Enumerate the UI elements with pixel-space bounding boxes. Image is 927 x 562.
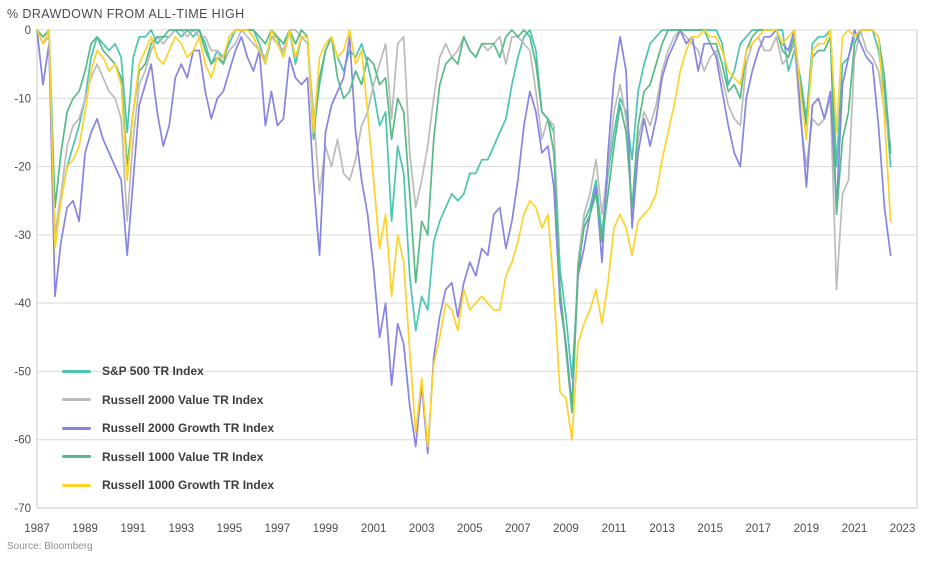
x-axis-tick-label: 2015 bbox=[697, 523, 723, 535]
x-axis-tick-label: 1993 bbox=[168, 523, 194, 535]
x-axis-tick-label: 1999 bbox=[313, 523, 339, 535]
series-line bbox=[36, 29, 892, 455]
y-axis-tick-label: -20 bbox=[14, 162, 31, 174]
series-line bbox=[36, 29, 892, 448]
x-axis-tick-label: 2021 bbox=[842, 523, 868, 535]
y-axis-tick-label: -50 bbox=[14, 366, 31, 378]
legend-swatch-line bbox=[62, 483, 91, 487]
chart-legend: S&P 500 TR Index Russell 2000 Value TR In… bbox=[62, 357, 274, 500]
legend-item-label: S&P 500 TR Index bbox=[102, 364, 204, 379]
legend-item: Russell 1000 Value TR Index bbox=[62, 443, 274, 472]
chart-title: % DRAWDOWN FROM ALL-TIME HIGH bbox=[7, 7, 245, 21]
series-line bbox=[36, 29, 892, 414]
legend-swatch-line bbox=[62, 426, 91, 430]
y-axis-tick-label: -40 bbox=[14, 298, 31, 310]
legend-item: Russell 2000 Value TR Index bbox=[62, 386, 274, 415]
legend-swatch-line bbox=[62, 369, 91, 373]
y-axis-tick-label: -70 bbox=[14, 503, 31, 515]
legend-item-label: Russell 1000 Growth TR Index bbox=[102, 478, 275, 493]
legend-item-label: Russell 2000 Growth TR Index bbox=[102, 421, 275, 436]
y-axis-tick-label: -30 bbox=[14, 230, 31, 242]
legend-item-label: Russell 2000 Value TR Index bbox=[102, 392, 264, 407]
y-axis-tick-label: -10 bbox=[14, 93, 31, 105]
x-axis-tick-label: 1995 bbox=[217, 523, 243, 535]
legend-swatch-line bbox=[62, 398, 91, 402]
series-line bbox=[36, 29, 892, 414]
x-axis-tick-label: 1997 bbox=[265, 523, 291, 535]
x-axis-tick-label: 2003 bbox=[409, 523, 435, 535]
x-axis-tick-label: 2009 bbox=[553, 523, 579, 535]
source-note: Source: Bloomberg bbox=[7, 541, 93, 552]
x-axis-tick-label: 2007 bbox=[505, 523, 531, 535]
x-axis-tick-label: 2023 bbox=[890, 523, 916, 535]
x-axis-tick-label: 2011 bbox=[602, 523, 627, 535]
x-axis-tick-label: 1989 bbox=[72, 523, 98, 535]
legend-item: Russell 1000 Growth TR Index bbox=[62, 471, 274, 500]
x-axis-tick-label: 2013 bbox=[649, 523, 675, 535]
x-axis-tick-label: 2017 bbox=[746, 523, 772, 535]
x-axis-tick-label: 1987 bbox=[24, 523, 50, 535]
legend-item-label: Russell 1000 Value TR Index bbox=[102, 449, 264, 464]
legend-item: Russell 2000 Growth TR Index bbox=[62, 414, 274, 443]
y-axis-tick-label: 0 bbox=[25, 25, 31, 37]
legend-swatch-line bbox=[62, 455, 91, 459]
x-axis-tick-label: 2005 bbox=[457, 523, 483, 535]
series-line bbox=[36, 29, 892, 380]
x-axis-tick-label: 2019 bbox=[794, 523, 820, 535]
y-axis-tick-label: -60 bbox=[14, 435, 31, 447]
legend-item: S&P 500 TR Index bbox=[62, 357, 274, 386]
x-axis-tick-label: 1991 bbox=[120, 523, 146, 535]
x-axis-tick-label: 2001 bbox=[361, 523, 387, 535]
